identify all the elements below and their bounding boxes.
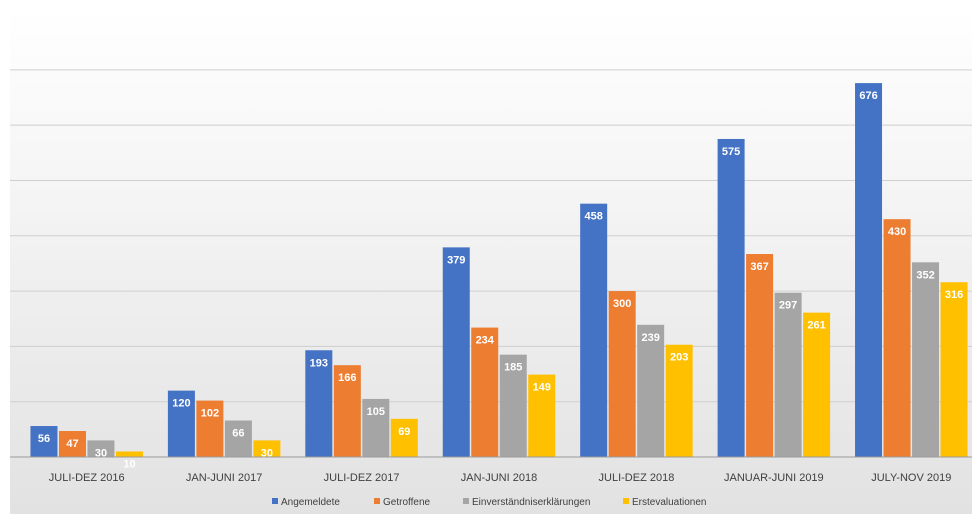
bar	[390, 418, 418, 457]
data-label: 30	[95, 447, 107, 459]
bar	[883, 219, 911, 457]
bar	[362, 398, 390, 457]
legend-swatch	[272, 498, 278, 504]
data-label: 575	[722, 146, 740, 158]
data-label: 66	[232, 427, 244, 439]
data-label: 239	[641, 332, 659, 344]
data-label: 69	[398, 426, 410, 438]
data-label: 120	[172, 398, 190, 410]
data-label: 300	[613, 298, 631, 310]
bar	[665, 344, 693, 457]
bar	[30, 426, 58, 457]
data-label: 102	[201, 408, 219, 420]
category-label: JANUAR-JUNI 2019	[724, 472, 824, 484]
legend-label: Getroffene	[383, 497, 431, 508]
data-label: 47	[66, 438, 78, 450]
data-label: 261	[807, 320, 825, 332]
bar	[855, 83, 883, 457]
data-label: 676	[859, 90, 877, 102]
data-label: 234	[476, 335, 495, 347]
bar	[774, 292, 802, 457]
data-label: 166	[338, 372, 356, 384]
bar	[608, 291, 636, 457]
category-label: JAN-JUNI 2017	[186, 472, 262, 484]
bar	[224, 420, 252, 457]
data-label: 56	[38, 433, 50, 445]
legend-label: Angemeldete	[281, 497, 340, 508]
bar	[580, 203, 608, 457]
bar	[115, 451, 143, 457]
bar	[803, 312, 831, 457]
bar	[58, 431, 86, 457]
data-label: 203	[670, 352, 688, 364]
legend-label: Einverständniserklärungen	[472, 497, 590, 508]
data-label: 10	[123, 458, 135, 470]
bar	[471, 327, 499, 457]
data-label: 352	[916, 269, 934, 281]
bar	[746, 254, 774, 457]
data-label: 185	[504, 362, 522, 374]
bar	[333, 365, 361, 457]
data-label: 149	[533, 382, 551, 394]
bar	[912, 262, 940, 457]
category-label: JULI-DEZ 2017	[324, 472, 400, 484]
x-axis: JULI-DEZ 2016 JAN-JUNI 2017 JULI-DEZ 2017 J…	[10, 456, 972, 484]
legend-swatch	[623, 498, 629, 504]
bar	[167, 390, 195, 457]
data-label: 297	[779, 300, 797, 312]
data-label: 367	[750, 261, 768, 273]
category-label: JULI-DEZ 2016	[49, 472, 125, 484]
bar	[637, 324, 665, 457]
data-label: 458	[584, 211, 602, 223]
data-label: 379	[447, 254, 465, 266]
bar	[940, 282, 968, 457]
category-label: JAN-JUNI 2018	[461, 472, 537, 484]
data-label: 105	[367, 406, 385, 418]
bar	[528, 374, 556, 457]
bar	[717, 138, 745, 457]
bar	[253, 440, 281, 457]
bar	[196, 400, 224, 457]
legend-swatch	[374, 498, 380, 504]
legend-label: Erstevaluationen	[632, 497, 707, 508]
bars: 56 47 30 10 120 102 66 30 193 166 105 69 379 234 185 14…	[30, 83, 968, 470]
category-label: JULI-DEZ 2018	[599, 472, 675, 484]
bar	[442, 247, 470, 457]
data-label: 30	[261, 447, 273, 459]
bar	[87, 440, 115, 457]
data-label: 430	[888, 226, 906, 238]
bar	[305, 350, 333, 457]
data-label: 193	[310, 357, 328, 369]
bar	[499, 354, 527, 457]
legend-swatch	[463, 498, 469, 504]
legend: Angemeldete Getroffene Einverständniserklä…	[272, 497, 707, 508]
data-label: 316	[945, 289, 963, 301]
category-label: JULY-NOV 2019	[871, 472, 951, 484]
